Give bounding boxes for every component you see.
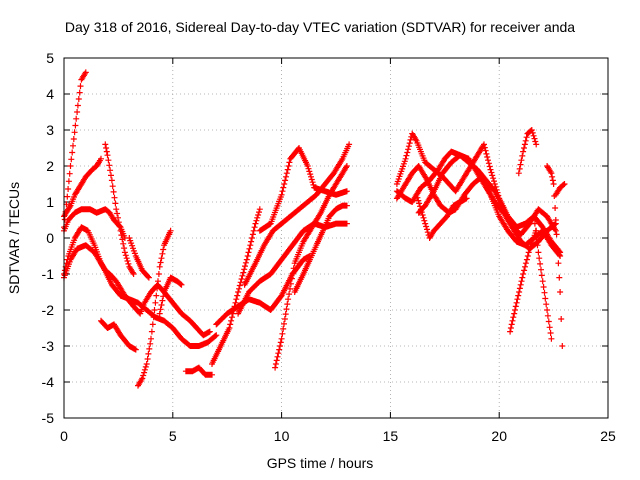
tick-layer: -5 -4 -3 -2 -1 0 1 2 3 4 5 0 5 10 15 20 25 [42, 50, 616, 444]
x-tick-label: 5 [169, 428, 177, 444]
x-tick-label: 15 [383, 428, 399, 444]
data-point-markers [98, 317, 139, 353]
series-s11 [182, 364, 215, 378]
y-tick-label: 0 [46, 230, 54, 246]
series-s18 [291, 202, 350, 295]
chart-title: Day 318 of 2016, Sidereal Day-to-day VTE… [64, 19, 576, 35]
data-point-markers [552, 181, 568, 198]
y-tick-label: 5 [46, 50, 54, 66]
series-s23 [413, 191, 470, 241]
data-point-markers [182, 364, 215, 378]
y-tick-label: -1 [42, 266, 55, 282]
data-point-markers [531, 213, 555, 342]
data-point-markers [156, 274, 185, 317]
y-tick-label: 1 [46, 194, 54, 210]
series-s7 [126, 235, 152, 281]
y-tick-label: 3 [46, 122, 54, 138]
series-s27 [544, 163, 566, 349]
data-point-markers [544, 163, 566, 349]
series-s17 [272, 163, 350, 371]
data-point-markers [61, 206, 128, 241]
y-axis-label: SDTVAR / TECUs [6, 181, 22, 295]
data-point-markers [61, 224, 213, 339]
x-tick-label: 10 [274, 428, 290, 444]
series-s3 [61, 206, 128, 241]
series-s4 [61, 224, 213, 339]
y-tick-label: 4 [46, 86, 54, 102]
y-tick-label: 2 [46, 158, 54, 174]
y-tick-label: -5 [42, 410, 55, 426]
x-tick-label: 0 [60, 428, 68, 444]
data-point-markers [515, 127, 540, 177]
series-s15 [241, 141, 353, 288]
y-tick-label: -3 [42, 338, 55, 354]
series-s8 [98, 317, 139, 353]
series-s28 [552, 181, 568, 198]
series-s16 [256, 145, 350, 234]
y-tick-label: -2 [42, 302, 55, 318]
data-point-markers [256, 145, 350, 234]
data-point-markers [291, 202, 350, 295]
plot-border [63, 57, 609, 419]
y-tick-label: -4 [42, 374, 55, 390]
x-axis-label: GPS time / hours [266, 455, 374, 471]
series-s5 [61, 242, 220, 349]
data-point-markers [209, 206, 263, 367]
data-point-markers [413, 191, 470, 241]
series-s6 [102, 141, 137, 277]
data-point-markers [241, 141, 353, 288]
data-point-markers [126, 235, 152, 281]
series-s12 [209, 206, 263, 367]
data-point-markers [415, 152, 559, 252]
x-tick-label: 20 [491, 428, 507, 444]
data-point-markers [135, 227, 174, 389]
series-s10 [156, 274, 185, 317]
series-s22 [415, 152, 559, 252]
series-s24 [515, 127, 540, 177]
series-s9 [135, 227, 174, 389]
data-point-markers [61, 242, 220, 349]
series-s26 [531, 213, 555, 342]
data-point-markers [102, 141, 137, 277]
x-tick-label: 25 [600, 428, 616, 444]
data-point-markers [272, 163, 350, 371]
data-layer [61, 69, 568, 389]
